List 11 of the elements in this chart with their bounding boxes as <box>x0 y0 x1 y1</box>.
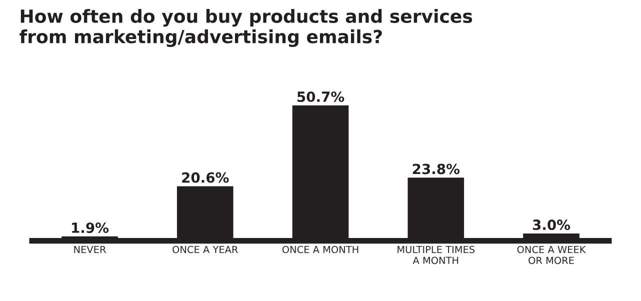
x-tick-label: NEVER <box>74 246 106 254</box>
data-label: 3.0% <box>532 220 570 230</box>
x-tick-label: ONCE A MONTH <box>282 246 358 254</box>
data-label: 50.7% <box>297 92 344 102</box>
x-tick-label: ONCE A YEAR <box>172 246 238 254</box>
data-label: 20.6% <box>182 172 229 183</box>
data-label: 1.9% <box>72 222 109 234</box>
data-label: 23.8% <box>412 164 460 174</box>
x-tick-label: ONCE A WEEK OR MORE <box>517 246 586 264</box>
chart-title: How often do you buy products and services from marketing/advertising emails? <box>20 9 472 48</box>
x-tick-label: MULTIPLE TIMES A MONTH <box>398 246 475 264</box>
